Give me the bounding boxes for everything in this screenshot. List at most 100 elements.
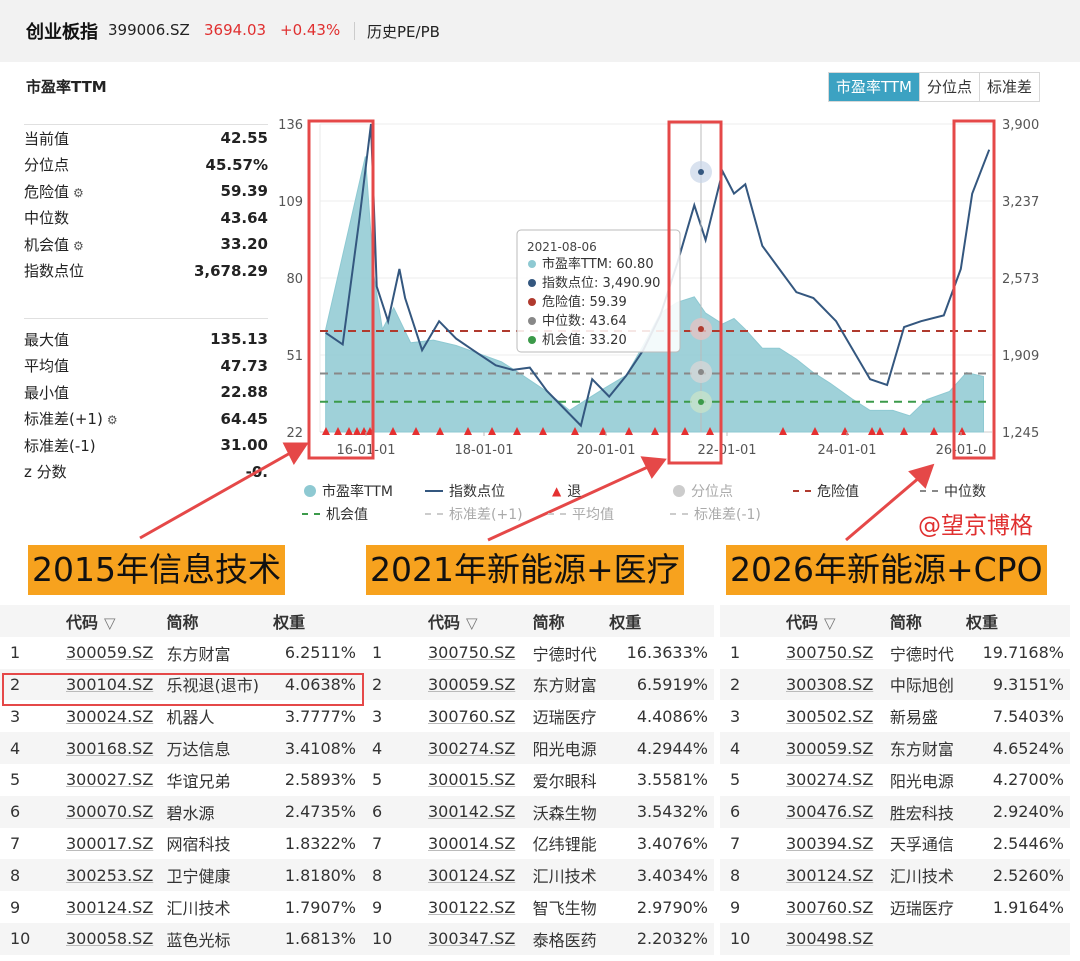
stock-code-link[interactable]: 300124.SZ <box>428 865 516 885</box>
stock-code-cell[interactable]: 300274.SZ <box>428 732 533 764</box>
table-row[interactable]: 4 300274.SZ 阳光电源 4.2944% <box>362 732 714 764</box>
legend-average[interactable]: 平均值 <box>548 504 614 524</box>
stock-code-link[interactable]: 300027.SZ <box>66 770 154 790</box>
stock-code-link[interactable]: 300476.SZ <box>786 802 874 822</box>
std-dev-button[interactable]: 标准差 <box>979 73 1040 101</box>
stock-code-link[interactable]: 300750.SZ <box>428 643 516 663</box>
stock-code-link[interactable]: 300253.SZ <box>66 865 154 885</box>
stock-code-link[interactable]: 300347.SZ <box>428 929 516 949</box>
filter-icon[interactable]: ▽ <box>824 613 836 632</box>
stock-code-link[interactable]: 300017.SZ <box>66 833 154 853</box>
pe-ttm-button[interactable]: 市盈率TTM <box>829 73 920 101</box>
stock-code-link[interactable]: 300122.SZ <box>428 897 516 917</box>
stock-code-cell[interactable]: 300122.SZ <box>428 891 533 923</box>
table-row[interactable]: 7 300014.SZ 亿纬锂能 3.4076% <box>362 828 714 860</box>
legend-percentile[interactable]: 分位点 <box>673 481 733 501</box>
table-row[interactable]: 3 300502.SZ 新易盛 7.5403% <box>720 700 1070 732</box>
stock-code-link[interactable]: 300498.SZ <box>786 929 874 949</box>
percentile-button[interactable]: 分位点 <box>919 73 980 101</box>
stock-code-cell[interactable]: 300015.SZ <box>428 764 533 796</box>
stock-code-link[interactable]: 300308.SZ <box>786 674 874 694</box>
stock-code-link[interactable]: 300274.SZ <box>786 770 874 790</box>
stock-code-cell[interactable]: 300124.SZ <box>786 859 890 892</box>
table-row[interactable]: 8 300124.SZ 汇川技术 3.4034% <box>362 859 714 892</box>
legend-opportunity[interactable]: 机会值 <box>302 504 368 524</box>
table-row[interactable]: 6 300142.SZ 沃森生物 3.5432% <box>362 795 714 828</box>
table-row[interactable]: 9 300760.SZ 迈瑞医疗 1.9164% <box>720 891 1070 923</box>
table-row[interactable]: 5 300274.SZ 阳光电源 4.2700% <box>720 764 1070 796</box>
stock-code-link[interactable]: 300394.SZ <box>786 833 874 853</box>
stock-code-cell[interactable]: 300070.SZ <box>66 795 167 828</box>
legend-std-plus[interactable]: 标准差(+1) <box>425 504 523 524</box>
legend-median[interactable]: 中位数 <box>920 481 986 501</box>
stock-code-cell[interactable]: 300059.SZ <box>786 732 890 764</box>
stock-code-cell[interactable]: 300124.SZ <box>428 859 533 892</box>
stock-code-cell[interactable]: 300014.SZ <box>428 828 533 860</box>
table-row[interactable]: 9 300124.SZ 汇川技术 1.7907% <box>0 891 362 923</box>
stock-code-cell[interactable]: 300760.SZ <box>428 700 533 732</box>
stock-code-link[interactable]: 300168.SZ <box>66 738 154 758</box>
table-row[interactable]: 5 300015.SZ 爱尔眼科 3.5581% <box>362 764 714 796</box>
stock-code-cell[interactable]: 300027.SZ <box>66 764 167 796</box>
stock-code-cell[interactable]: 300502.SZ <box>786 700 890 732</box>
stock-code-link[interactable]: 300059.SZ <box>66 643 154 663</box>
stock-code-cell[interactable]: 300476.SZ <box>786 795 890 828</box>
stock-code-link[interactable]: 300024.SZ <box>66 706 154 726</box>
stock-code-cell[interactable]: 300308.SZ <box>786 668 890 701</box>
stock-code-link[interactable]: 300059.SZ <box>428 674 516 694</box>
table-row[interactable]: 2 300059.SZ 东方财富 6.5919% <box>362 668 714 701</box>
stock-code-link[interactable]: 300760.SZ <box>428 706 516 726</box>
legend-index-price[interactable]: 指数点位 <box>425 481 505 501</box>
legend-delisted[interactable]: ▲ 退 <box>552 481 581 501</box>
col-weight-header[interactable]: 权重 <box>273 605 362 637</box>
table-row[interactable]: 2 300308.SZ 中际旭创 9.3151% <box>720 668 1070 701</box>
stock-code-link[interactable]: 300104.SZ <box>66 674 154 694</box>
stock-code-link[interactable]: 300124.SZ <box>786 865 874 885</box>
pe-chart[interactable]: 136 109 80 51 22 3,900 3,237 2,573 1,909 1,245 1… <box>0 110 1080 580</box>
stock-code-cell[interactable]: 300024.SZ <box>66 700 167 732</box>
table-row[interactable]: 6 300476.SZ 胜宏科技 2.9240% <box>720 795 1070 828</box>
legend-std-minus[interactable]: 标准差(-1) <box>670 504 761 524</box>
table-row[interactable]: 3 300760.SZ 迈瑞医疗 4.4086% <box>362 700 714 732</box>
table-row[interactable]: 8 300253.SZ 卫宁健康 1.8180% <box>0 859 362 892</box>
stock-code-link[interactable]: 300015.SZ <box>428 770 516 790</box>
table-row[interactable]: 10 300347.SZ 泰格医药 2.2032% <box>362 922 714 955</box>
col-code-header[interactable]: 代码 ▽ <box>66 605 167 637</box>
table-row[interactable]: 5 300027.SZ 华谊兄弟 2.5893% <box>0 764 362 796</box>
stock-code-cell[interactable]: 300253.SZ <box>66 859 167 892</box>
table-row[interactable]: 4 300168.SZ 万达信息 3.4108% <box>0 732 362 764</box>
table-row[interactable]: 1 300059.SZ 东方财富 6.2511% <box>0 637 362 669</box>
gear-icon[interactable]: ⚙ <box>73 238 84 253</box>
stock-code-link[interactable]: 300059.SZ <box>786 738 874 758</box>
filter-icon[interactable]: ▽ <box>466 613 478 632</box>
table-row[interactable]: 6 300070.SZ 碧水源 2.4735% <box>0 795 362 828</box>
stock-code-cell[interactable]: 300168.SZ <box>66 732 167 764</box>
table-row[interactable]: 3 300024.SZ 机器人 3.7777% <box>0 700 362 732</box>
stock-code-link[interactable]: 300070.SZ <box>66 802 154 822</box>
table-row[interactable]: 9 300122.SZ 智飞生物 2.9790% <box>362 891 714 923</box>
table-row[interactable]: 10 300058.SZ 蓝色光标 1.6813% <box>0 922 362 955</box>
filter-icon[interactable]: ▽ <box>104 613 116 632</box>
col-weight-header[interactable]: 权重 <box>609 605 714 637</box>
stock-code-cell[interactable]: 300347.SZ <box>428 922 533 955</box>
legend-pe-ttm[interactable]: 市盈率TTM <box>304 481 393 501</box>
stock-code-cell[interactable]: 300017.SZ <box>66 828 167 860</box>
stock-code-link[interactable]: 300058.SZ <box>66 929 154 949</box>
stock-code-link[interactable]: 300274.SZ <box>428 738 516 758</box>
gear-icon[interactable]: ⚙ <box>106 413 118 428</box>
stock-code-cell[interactable]: 300760.SZ <box>786 891 890 923</box>
stock-code-cell[interactable]: 300750.SZ <box>786 637 890 669</box>
legend-danger[interactable]: 危险值 <box>793 481 859 501</box>
stock-code-cell[interactable]: 300750.SZ <box>428 637 533 669</box>
table-row[interactable]: 10 300498.SZ <box>720 922 1070 955</box>
table-row[interactable]: 7 300017.SZ 网宿科技 1.8322% <box>0 828 362 860</box>
stock-code-cell[interactable]: 300498.SZ <box>786 922 890 955</box>
col-weight-header[interactable]: 权重 <box>966 605 1070 637</box>
stock-code-cell[interactable]: 300124.SZ <box>66 891 167 923</box>
table-row[interactable]: 1 300750.SZ 宁德时代 16.3633% <box>362 637 714 669</box>
col-code-header[interactable]: 代码 ▽ <box>786 605 890 637</box>
stock-code-cell[interactable]: 300059.SZ <box>428 668 533 701</box>
table-row[interactable]: 8 300124.SZ 汇川技术 2.5260% <box>720 859 1070 892</box>
stock-code-link[interactable]: 300502.SZ <box>786 706 874 726</box>
stock-code-link[interactable]: 300750.SZ <box>786 643 874 663</box>
